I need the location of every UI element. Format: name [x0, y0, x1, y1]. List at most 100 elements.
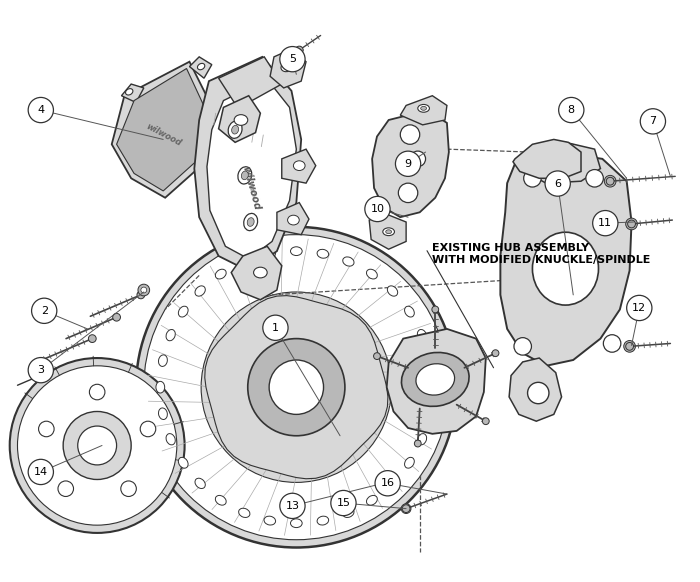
Text: 1: 1	[272, 323, 279, 333]
Polygon shape	[205, 296, 388, 479]
Circle shape	[482, 418, 489, 425]
Polygon shape	[218, 95, 260, 143]
Circle shape	[58, 481, 74, 496]
Circle shape	[10, 358, 185, 533]
Ellipse shape	[367, 495, 377, 505]
Circle shape	[432, 306, 439, 313]
Circle shape	[559, 97, 584, 123]
Polygon shape	[231, 246, 282, 300]
Circle shape	[492, 350, 499, 357]
Ellipse shape	[426, 408, 434, 420]
Ellipse shape	[197, 63, 205, 70]
Ellipse shape	[387, 286, 398, 296]
Polygon shape	[400, 95, 447, 125]
Ellipse shape	[533, 232, 598, 305]
Ellipse shape	[367, 269, 377, 279]
Circle shape	[374, 353, 380, 360]
Ellipse shape	[528, 382, 549, 404]
Circle shape	[640, 109, 666, 134]
Text: 11: 11	[598, 218, 612, 228]
Circle shape	[140, 421, 156, 436]
Text: 6: 6	[554, 179, 561, 189]
Text: 8: 8	[568, 105, 575, 115]
Polygon shape	[195, 57, 301, 271]
Circle shape	[524, 169, 541, 187]
Ellipse shape	[264, 249, 276, 258]
Ellipse shape	[234, 115, 248, 125]
Polygon shape	[270, 49, 306, 88]
Ellipse shape	[238, 167, 252, 184]
Ellipse shape	[383, 228, 395, 236]
Text: SYSTEEM: SYSTEEM	[245, 175, 256, 201]
Circle shape	[398, 183, 418, 203]
Circle shape	[414, 440, 421, 447]
Ellipse shape	[216, 495, 226, 505]
Polygon shape	[112, 62, 218, 198]
Ellipse shape	[317, 249, 329, 258]
Circle shape	[141, 287, 147, 293]
Polygon shape	[513, 140, 581, 178]
Circle shape	[280, 47, 305, 72]
Circle shape	[624, 340, 636, 352]
Circle shape	[410, 151, 426, 166]
Ellipse shape	[195, 286, 205, 296]
Ellipse shape	[178, 457, 188, 468]
Polygon shape	[277, 203, 309, 235]
Circle shape	[607, 178, 613, 184]
Polygon shape	[117, 69, 212, 191]
Ellipse shape	[386, 230, 391, 234]
Circle shape	[626, 218, 638, 230]
Polygon shape	[525, 143, 601, 183]
Text: 2: 2	[41, 306, 48, 316]
Circle shape	[211, 301, 382, 473]
Ellipse shape	[343, 257, 354, 266]
Ellipse shape	[253, 267, 267, 278]
Polygon shape	[369, 214, 406, 249]
Ellipse shape	[284, 64, 291, 69]
Circle shape	[38, 421, 54, 436]
Text: 16: 16	[381, 478, 395, 488]
Ellipse shape	[158, 355, 167, 367]
Circle shape	[144, 235, 449, 540]
Circle shape	[514, 338, 531, 355]
Circle shape	[262, 315, 288, 340]
Text: wilwood: wilwood	[144, 122, 183, 148]
Circle shape	[626, 342, 634, 350]
Ellipse shape	[195, 478, 205, 488]
Text: 3: 3	[37, 365, 44, 375]
Polygon shape	[218, 57, 282, 108]
Circle shape	[113, 313, 120, 321]
Text: 12: 12	[632, 303, 646, 313]
Circle shape	[63, 411, 131, 480]
Circle shape	[331, 491, 356, 516]
Text: 4: 4	[37, 105, 44, 115]
Ellipse shape	[290, 247, 302, 255]
Ellipse shape	[402, 353, 469, 406]
Text: 13: 13	[286, 501, 300, 511]
Ellipse shape	[405, 457, 414, 468]
Ellipse shape	[417, 329, 426, 341]
Polygon shape	[500, 152, 631, 366]
Circle shape	[545, 171, 570, 196]
Text: 10: 10	[370, 204, 384, 214]
Circle shape	[629, 221, 634, 227]
Ellipse shape	[290, 519, 302, 527]
Circle shape	[28, 357, 53, 383]
Ellipse shape	[244, 214, 258, 230]
Text: 9: 9	[405, 159, 412, 169]
Ellipse shape	[166, 434, 175, 445]
Ellipse shape	[421, 107, 426, 110]
Polygon shape	[190, 57, 212, 78]
Polygon shape	[372, 110, 449, 217]
Polygon shape	[121, 84, 144, 102]
Circle shape	[626, 343, 633, 349]
Circle shape	[121, 481, 136, 496]
Circle shape	[402, 505, 410, 513]
Ellipse shape	[405, 306, 414, 317]
Ellipse shape	[166, 329, 175, 341]
Circle shape	[603, 335, 621, 352]
Circle shape	[628, 220, 636, 228]
Ellipse shape	[239, 257, 250, 266]
Circle shape	[28, 459, 53, 485]
Text: 14: 14	[34, 467, 48, 477]
